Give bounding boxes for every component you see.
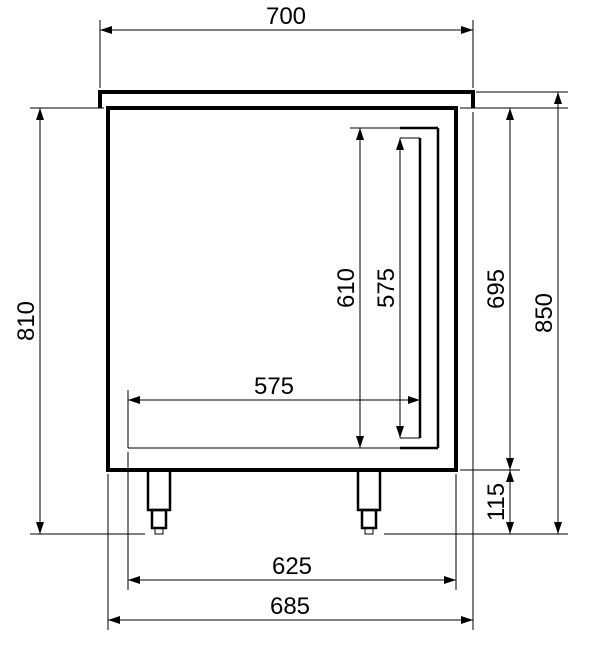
cabinet-body xyxy=(108,108,456,470)
dim-label-115: 115 xyxy=(483,483,510,521)
dim-label-575h: 575 xyxy=(254,373,294,400)
dim-label-575v: 575 xyxy=(373,268,400,308)
dim-label-700: 700 xyxy=(266,3,306,30)
dim-label-685: 685 xyxy=(270,593,310,620)
dim-inner-575h: 575 xyxy=(128,373,420,448)
dim-right-850: 850 xyxy=(384,92,568,534)
dim-inner-575v: 575 xyxy=(373,138,404,438)
dim-right-695: 695 xyxy=(460,108,568,470)
leg-left xyxy=(148,470,170,534)
worktop-outline xyxy=(100,92,473,108)
dim-leg-115: 115 xyxy=(483,470,514,534)
dim-label-695: 695 xyxy=(483,269,510,309)
dim-bottom-625: 625 xyxy=(128,452,456,590)
leg-right xyxy=(358,470,380,534)
dim-label-625: 625 xyxy=(272,553,312,580)
dim-label-610: 610 xyxy=(333,268,360,308)
dim-top-700: 700 xyxy=(100,3,473,88)
dim-label-850: 850 xyxy=(531,293,558,333)
dim-label-810: 810 xyxy=(13,301,40,341)
